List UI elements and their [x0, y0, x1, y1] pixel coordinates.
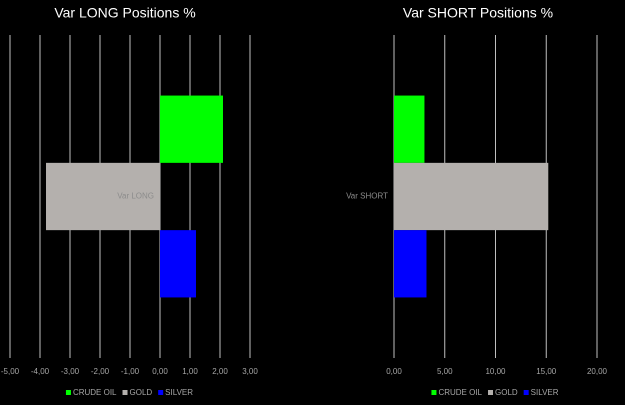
bar: [394, 162, 549, 231]
x-tick-label: 10,00: [485, 367, 506, 376]
category-label: Var LONG: [117, 192, 154, 201]
x-tick-label: -5,00: [1, 367, 20, 376]
legend-swatch: [488, 390, 494, 395]
legend-swatch: [431, 390, 437, 395]
legend-label: SILVER: [531, 388, 559, 397]
category-label: Var SHORT: [346, 192, 388, 201]
x-tick-label: 5,00: [437, 367, 453, 376]
x-tick-label: 20,00: [587, 367, 608, 376]
x-tick-label: 3,00: [242, 367, 258, 376]
legend-label: GOLD: [495, 388, 518, 397]
legend-label: CRUDE OIL: [438, 388, 482, 397]
legend-label: CRUDE OIL: [73, 388, 117, 397]
legend-swatch: [122, 390, 128, 395]
chart-title: Var SHORT Positions %: [403, 5, 553, 21]
legend-swatch: [523, 390, 529, 395]
x-tick-label: 2,00: [212, 367, 228, 376]
x-tick-label: 0,00: [152, 367, 168, 376]
legend-swatch: [158, 390, 164, 395]
x-tick-label: -1,00: [121, 367, 140, 376]
legend-swatch: [65, 390, 71, 395]
x-tick-label: 15,00: [536, 367, 557, 376]
x-tick-label: -4,00: [31, 367, 50, 376]
chart-title: Var LONG Positions %: [54, 5, 195, 21]
bar: [394, 230, 427, 298]
legend-label: GOLD: [130, 388, 153, 397]
x-tick-label: 0,00: [386, 367, 402, 376]
legend-label: SILVER: [165, 388, 193, 397]
x-tick-label: -2,00: [91, 367, 110, 376]
bar: [160, 95, 223, 163]
x-tick-label: -3,00: [61, 367, 80, 376]
bar: [160, 230, 196, 298]
bar: [46, 162, 160, 231]
x-tick-label: 1,00: [182, 367, 198, 376]
bar: [394, 95, 425, 163]
